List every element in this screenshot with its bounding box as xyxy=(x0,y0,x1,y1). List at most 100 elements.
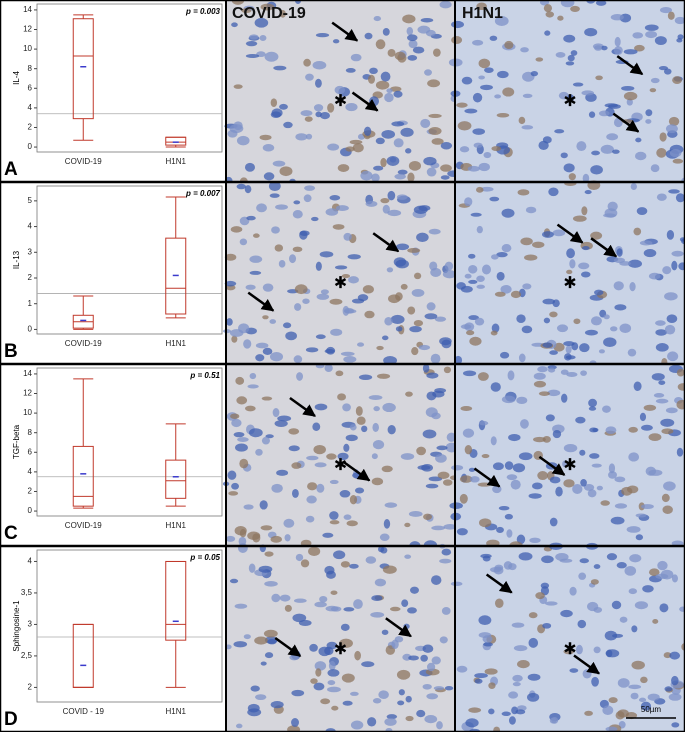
cell xyxy=(594,289,604,296)
cell xyxy=(566,269,573,275)
cell xyxy=(441,548,452,556)
cell xyxy=(560,369,569,375)
cell xyxy=(666,229,675,240)
cell xyxy=(600,45,608,51)
cell xyxy=(426,372,439,379)
cell xyxy=(660,418,675,427)
p-value: p = 0.003 xyxy=(185,7,221,16)
cell xyxy=(400,283,408,290)
cell xyxy=(639,412,647,422)
cell xyxy=(570,5,580,12)
cell xyxy=(669,149,682,158)
cell xyxy=(572,215,587,222)
cell xyxy=(474,678,483,684)
cell xyxy=(381,129,396,139)
cell xyxy=(626,526,641,533)
cell xyxy=(300,559,310,568)
y-tick-label: 10 xyxy=(23,408,32,417)
cell xyxy=(629,554,642,563)
cell xyxy=(259,34,267,41)
cell xyxy=(305,515,315,523)
cell xyxy=(516,396,528,405)
cell xyxy=(655,320,666,326)
cell xyxy=(557,15,564,21)
x-tick-label: H1N1 xyxy=(166,707,187,716)
cell xyxy=(608,697,618,704)
cell xyxy=(591,463,602,468)
cell xyxy=(590,165,603,175)
cell xyxy=(444,261,454,271)
box xyxy=(165,136,187,146)
cell xyxy=(490,330,498,336)
cell xyxy=(224,253,237,261)
cell xyxy=(569,668,579,673)
cell xyxy=(387,48,396,57)
cell xyxy=(674,16,685,25)
cell xyxy=(270,98,278,108)
cell xyxy=(313,104,324,112)
cell xyxy=(494,291,506,297)
cell xyxy=(655,329,667,336)
cell xyxy=(255,694,267,701)
cell xyxy=(456,665,468,673)
cell xyxy=(655,573,669,580)
p-value: p = 0.05 xyxy=(189,553,220,562)
cell xyxy=(604,630,618,641)
cell xyxy=(279,166,293,177)
cell xyxy=(588,111,596,118)
cell xyxy=(239,528,247,538)
cell xyxy=(403,623,410,630)
panel-letter: D xyxy=(4,709,18,730)
cell xyxy=(437,471,450,479)
cell xyxy=(352,143,364,153)
cell xyxy=(417,465,431,470)
cell xyxy=(235,723,243,729)
cell xyxy=(405,695,412,703)
cell xyxy=(575,416,586,424)
cell xyxy=(459,475,473,483)
cell xyxy=(407,607,417,614)
cell xyxy=(476,225,483,234)
cell xyxy=(672,158,684,164)
cell xyxy=(457,121,472,131)
cell xyxy=(431,575,442,585)
cell xyxy=(376,373,391,379)
cell xyxy=(633,227,642,236)
cell xyxy=(464,108,478,114)
cell xyxy=(350,53,362,62)
y-tick-label: 2 xyxy=(28,273,33,282)
cell xyxy=(517,660,530,669)
cell xyxy=(269,193,280,198)
cell xyxy=(408,160,422,171)
cell xyxy=(638,697,647,703)
cell xyxy=(428,127,442,136)
cell xyxy=(607,201,618,212)
cell xyxy=(472,39,484,46)
cell xyxy=(349,424,357,431)
cell xyxy=(269,319,277,324)
cell xyxy=(364,310,375,319)
cell xyxy=(319,111,330,120)
cell xyxy=(304,116,313,122)
cell xyxy=(396,669,411,680)
cell xyxy=(354,487,365,494)
cell xyxy=(580,271,591,278)
cell xyxy=(365,200,378,207)
cell xyxy=(655,398,669,404)
cell xyxy=(528,612,538,619)
cell xyxy=(426,167,437,177)
y-tick-label: 14 xyxy=(23,369,32,378)
cell xyxy=(245,53,260,58)
cell xyxy=(320,698,331,705)
cell xyxy=(315,334,326,340)
cell xyxy=(510,479,521,490)
cell xyxy=(314,601,327,608)
cell xyxy=(426,662,436,672)
cell xyxy=(500,285,512,294)
cell xyxy=(493,726,501,732)
cell xyxy=(508,716,516,725)
cell xyxy=(255,342,269,349)
cell xyxy=(522,93,533,98)
cell xyxy=(612,149,620,154)
cell xyxy=(578,262,590,270)
